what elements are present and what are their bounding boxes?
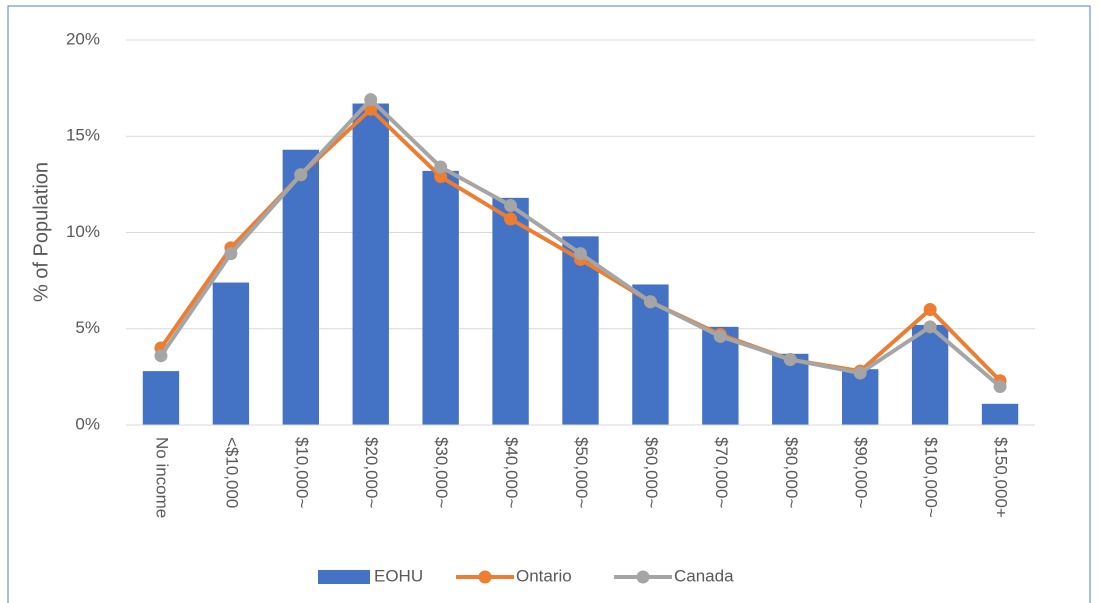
x-tick-label: $20,000~ bbox=[362, 437, 381, 508]
line-marker bbox=[783, 353, 797, 367]
line-marker bbox=[923, 320, 937, 334]
bar bbox=[352, 103, 389, 426]
x-tick-label: $60,000~ bbox=[642, 437, 661, 508]
bar bbox=[142, 371, 180, 425]
legend-label: Canada bbox=[674, 566, 734, 585]
y-tick-label: 10% bbox=[66, 222, 100, 241]
legend-swatch bbox=[478, 570, 492, 584]
legend-label: EOHU bbox=[374, 566, 423, 585]
bar bbox=[911, 324, 949, 425]
line-marker bbox=[154, 349, 168, 363]
x-tick-label: $10,000~ bbox=[292, 437, 311, 508]
y-tick-label: 20% bbox=[66, 29, 100, 48]
line-marker bbox=[504, 199, 518, 213]
bar bbox=[212, 282, 250, 425]
line-marker bbox=[294, 168, 308, 182]
x-tick-label: $90,000~ bbox=[852, 437, 871, 508]
chart-frame bbox=[7, 5, 1091, 603]
x-tick-label: $70,000~ bbox=[712, 437, 731, 508]
bar bbox=[422, 170, 459, 425]
line-marker bbox=[853, 366, 867, 380]
y-tick-label: 5% bbox=[75, 318, 100, 337]
line-marker bbox=[364, 93, 378, 107]
x-tick-label: $50,000~ bbox=[572, 437, 591, 508]
x-tick-label: $150,000+ bbox=[992, 437, 1011, 518]
legend-swatch bbox=[636, 570, 650, 584]
line-marker bbox=[434, 160, 448, 174]
bar bbox=[981, 403, 1019, 425]
x-tick-label: <$10,000 bbox=[222, 437, 241, 508]
legend-label: Ontario bbox=[516, 566, 572, 585]
line-marker bbox=[224, 247, 238, 261]
legend-swatch bbox=[318, 570, 370, 584]
line-marker bbox=[713, 329, 727, 343]
bar bbox=[492, 197, 529, 425]
bar bbox=[702, 326, 739, 425]
line-marker bbox=[434, 170, 448, 184]
x-tick-label: $80,000~ bbox=[782, 437, 801, 508]
y-tick-label: 0% bbox=[75, 414, 100, 433]
line-marker bbox=[923, 303, 937, 316]
x-tick-label: $100,000~ bbox=[922, 437, 941, 518]
x-tick-label: No income bbox=[152, 437, 171, 518]
x-tick-label: $40,000~ bbox=[502, 437, 521, 508]
line-marker bbox=[574, 247, 587, 261]
line-marker bbox=[504, 212, 518, 226]
line-marker bbox=[643, 295, 657, 309]
y-tick-label: 15% bbox=[66, 126, 100, 145]
line-marker bbox=[993, 380, 1007, 393]
y-axis-label: % of Population bbox=[30, 162, 52, 302]
x-tick-label: $30,000~ bbox=[432, 437, 451, 508]
bar bbox=[282, 149, 319, 425]
